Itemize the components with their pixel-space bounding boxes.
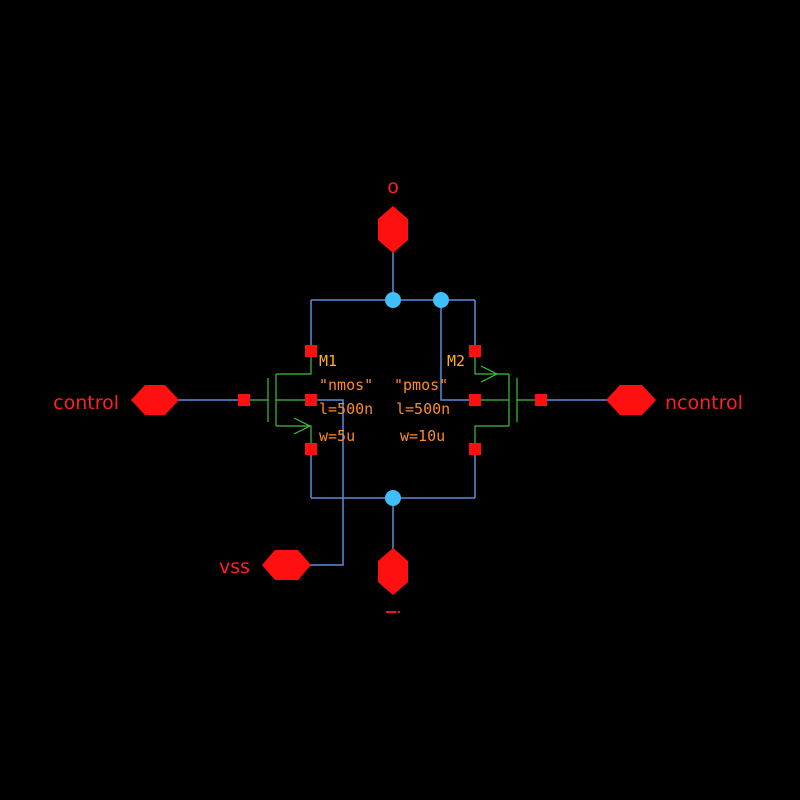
m2-gate-terminal[interactable] — [535, 394, 547, 406]
pin-label-vss: vss — [219, 556, 250, 578]
m1-gate-terminal[interactable] — [238, 394, 250, 406]
m1-instance-name: M1 — [319, 352, 337, 370]
m1-length-param: l=500n — [319, 400, 373, 418]
junction-m2-body — [433, 292, 449, 308]
m2-body-terminal[interactable] — [469, 394, 481, 406]
m1-body-terminal[interactable] — [305, 394, 317, 406]
pin-label-i: i — [381, 609, 403, 614]
pmos-transistor-m2 — [474, 351, 541, 449]
port-control-icon[interactable] — [131, 385, 179, 415]
pin-labels: o control ncontrol vss i — [53, 176, 743, 615]
m2-instance-name: M2 — [447, 352, 465, 370]
junction-i — [385, 490, 401, 506]
m2-length-param: l=500n — [396, 400, 450, 418]
m2-model-name: "pmos" — [394, 376, 448, 394]
pin-label-control: control — [53, 392, 119, 414]
m2-width-param: w=10u — [400, 427, 445, 445]
terminal-pins — [238, 345, 547, 455]
io-ports — [131, 206, 656, 595]
junctions — [385, 292, 449, 506]
m2-drain-terminal[interactable] — [469, 345, 481, 357]
m2-source-leg — [474, 425, 509, 449]
nmos-transistor-m1 — [244, 351, 312, 449]
port-o-icon[interactable] — [378, 206, 408, 253]
wires — [178, 250, 608, 566]
junction-o — [385, 292, 401, 308]
pin-label-o: o — [387, 176, 399, 198]
wire-m1-body-to-vss — [310, 399, 344, 566]
m2-source-terminal[interactable] — [469, 443, 481, 455]
device-labels: M1 M2 "nmos" "pmos" l=500n l=500n w=5u w… — [319, 352, 465, 445]
m1-model-name: "nmos" — [319, 376, 373, 394]
m1-drain-terminal[interactable] — [305, 345, 317, 357]
wire-m2-body — [440, 300, 475, 401]
m1-width-param: w=5u — [319, 427, 355, 445]
port-i-icon[interactable] — [378, 548, 408, 595]
pin-label-ncontrol: ncontrol — [665, 392, 743, 414]
port-vss-icon[interactable] — [262, 550, 311, 580]
port-ncontrol-icon[interactable] — [606, 385, 656, 415]
m1-drain-leg — [276, 351, 312, 375]
m2-drain-arrow — [480, 365, 499, 383]
m1-source-terminal[interactable] — [305, 443, 317, 455]
m1-source-arrow — [293, 417, 312, 435]
